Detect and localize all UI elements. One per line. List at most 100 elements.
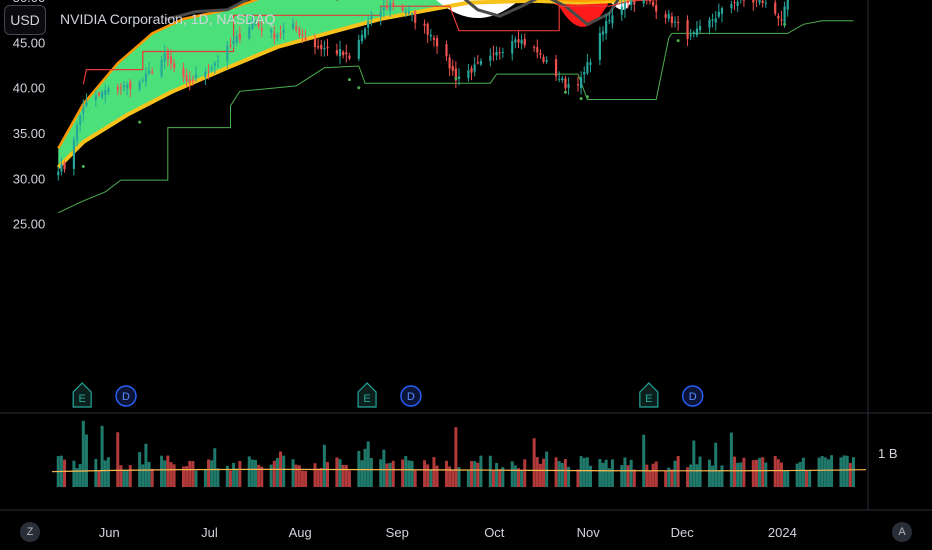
pivot-dot <box>454 77 458 81</box>
candle-body <box>758 0 761 3</box>
dividend-event-icon <box>115 385 137 407</box>
volume-bar <box>532 438 536 487</box>
candle-body <box>129 81 132 90</box>
volume-bar <box>786 469 790 487</box>
candle-body <box>273 33 276 39</box>
volume-bar <box>692 440 696 487</box>
candle-body <box>764 2 767 4</box>
candle-body <box>295 26 298 30</box>
candle-body <box>720 8 724 14</box>
candle-body <box>260 28 263 31</box>
volume-bar <box>338 459 342 487</box>
volume-bar <box>779 462 783 487</box>
candle-body <box>313 38 317 48</box>
candle-body <box>426 23 429 35</box>
volume-bar <box>235 468 239 487</box>
candle-body <box>85 101 88 107</box>
volume-bar <box>319 468 323 487</box>
candle-body <box>63 162 66 170</box>
currency-button[interactable]: USD <box>4 5 46 35</box>
volume-bar <box>388 462 392 487</box>
candle-body <box>94 95 97 101</box>
candle-body <box>554 59 558 77</box>
volume-bar <box>316 468 320 487</box>
volume-bar <box>413 470 417 487</box>
candle-body <box>335 50 338 54</box>
x-tick-label: Jul <box>201 525 218 540</box>
volume-bar <box>444 460 448 487</box>
candle-body <box>598 32 601 60</box>
candle-body <box>385 6 389 9</box>
volume-bar <box>269 464 273 487</box>
volume-bar <box>100 425 104 487</box>
volume-bar <box>817 457 821 487</box>
volume-bar <box>144 443 148 487</box>
volume-bar <box>128 465 132 487</box>
candle-body <box>72 138 76 169</box>
volume-bar <box>401 459 405 487</box>
candle-body <box>517 39 520 43</box>
volume-bar <box>626 465 630 487</box>
volume-bar <box>210 460 214 487</box>
volume-ma-line <box>51 468 867 473</box>
candle-body <box>166 51 169 60</box>
volume-bar <box>720 465 724 487</box>
earnings-event-icon <box>357 382 377 408</box>
candle-body <box>235 36 238 43</box>
volume-bar <box>707 459 711 487</box>
volume-bar <box>181 466 185 487</box>
candle-body <box>692 32 695 34</box>
volume-bar <box>823 457 827 487</box>
volume-bar <box>341 464 345 487</box>
volume-bar <box>535 457 539 487</box>
candle-body <box>589 62 592 65</box>
candle-body <box>151 71 154 74</box>
candle-body <box>664 14 667 18</box>
cloud-white-segment <box>731 120 744 168</box>
cloud-white-segment <box>293 120 300 168</box>
volume-bar <box>670 469 674 487</box>
candle-body <box>667 13 670 19</box>
candle-body <box>445 44 448 57</box>
earnings-event-icon <box>72 382 92 408</box>
volume-bar <box>260 466 264 487</box>
candle-body <box>194 74 198 79</box>
volume-bar <box>826 459 830 487</box>
candle-body <box>432 37 436 40</box>
candle-body <box>558 78 561 80</box>
x-tick-label: Sep <box>386 525 409 540</box>
candle-body <box>57 171 60 176</box>
volume-bar <box>711 465 715 487</box>
candle-body <box>476 62 479 64</box>
volume-bar <box>686 467 690 487</box>
volume-bar <box>213 448 217 487</box>
volume-bar <box>172 464 176 487</box>
candle-body <box>523 38 526 46</box>
auto-scale-right-button[interactable]: A <box>892 522 912 542</box>
candle-body <box>489 55 492 61</box>
candle-body <box>576 84 580 86</box>
volume-bar <box>717 470 721 487</box>
stop-line <box>82 0 661 85</box>
volume-bar <box>94 458 98 487</box>
candle-body <box>536 47 539 53</box>
candle-body <box>717 11 720 17</box>
candle-body <box>520 39 523 44</box>
volume-bar <box>714 442 718 487</box>
candle-body <box>451 66 454 71</box>
candle-body <box>605 21 608 34</box>
dividend-event-label: D <box>689 391 697 403</box>
volume-bar <box>563 459 567 487</box>
volume-bar <box>473 461 477 487</box>
candle-body <box>423 23 426 26</box>
volume-bar <box>545 451 549 487</box>
volume-bar <box>429 470 433 487</box>
candle-body <box>100 91 104 98</box>
candle-body <box>608 20 611 22</box>
candle-body <box>495 51 498 56</box>
candle-body <box>79 115 82 125</box>
auto-scale-left-button[interactable]: Z <box>20 522 40 542</box>
volume-bar <box>360 460 364 487</box>
volume-bar <box>585 457 589 487</box>
